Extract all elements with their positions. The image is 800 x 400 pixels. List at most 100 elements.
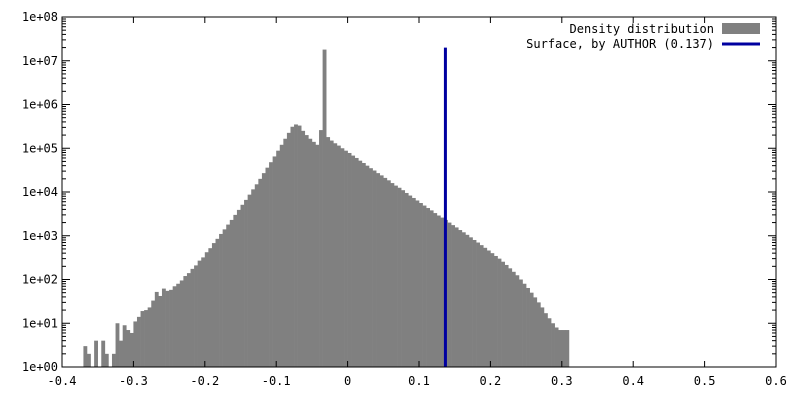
- histogram-bar: [386, 180, 391, 367]
- histogram-bar: [269, 162, 273, 367]
- histogram-bar: [176, 283, 181, 367]
- histogram-bar: [558, 330, 563, 367]
- histogram-bar: [215, 238, 220, 367]
- histogram-bar: [376, 173, 381, 367]
- y-tick-label: 1e+08: [22, 10, 58, 24]
- x-tick-label: 0.5: [694, 374, 716, 388]
- histogram-bar: [244, 199, 248, 367]
- y-tick-label: 1e+07: [22, 54, 58, 68]
- histogram-bar: [504, 264, 509, 367]
- histogram-bar: [119, 340, 123, 367]
- histogram-bar: [129, 332, 134, 367]
- histogram-bar: [236, 209, 241, 367]
- histogram-bar: [308, 138, 313, 367]
- histogram-bar: [461, 232, 466, 367]
- histogram-bar: [265, 167, 270, 367]
- x-tick-label: 0.3: [551, 374, 573, 388]
- histogram-bar: [408, 195, 413, 367]
- histogram-bar: [294, 124, 298, 367]
- legend-swatch-density: [722, 23, 760, 34]
- histogram-bar: [251, 189, 256, 367]
- histogram-bar: [233, 214, 238, 367]
- histogram-bar: [358, 160, 363, 367]
- histogram-bar: [183, 276, 188, 367]
- histogram-bar: [336, 145, 341, 367]
- x-tick-label: -0.4: [48, 374, 77, 388]
- histogram-bar: [379, 175, 384, 367]
- histogram-bar: [247, 194, 252, 367]
- histogram-bar: [447, 222, 452, 367]
- histogram-bar: [261, 173, 266, 367]
- histogram-bar: [301, 130, 306, 367]
- histogram-bar: [344, 150, 348, 367]
- histogram-bar: [315, 144, 320, 367]
- histogram-bar: [411, 197, 416, 367]
- histogram-bar: [322, 49, 327, 367]
- histogram-bar: [397, 187, 402, 367]
- histogram-bar: [219, 233, 223, 367]
- y-tick-label: 1e+01: [22, 316, 58, 330]
- histogram-bar: [354, 157, 359, 367]
- histogram-bar: [483, 247, 488, 367]
- histogram-bar: [561, 330, 566, 367]
- y-tick-label: 1e+03: [22, 229, 58, 243]
- histogram-bar: [543, 313, 548, 367]
- histogram-bar: [311, 141, 316, 367]
- histogram-bar: [179, 280, 184, 367]
- histogram-bar: [254, 184, 259, 367]
- histogram-bar: [340, 148, 345, 367]
- x-tick-label: 0.2: [480, 374, 502, 388]
- histogram-bar: [136, 316, 141, 367]
- histogram-bar: [126, 330, 131, 367]
- histogram-bar: [133, 321, 138, 367]
- histogram-bar: [258, 178, 263, 367]
- histogram-bar: [361, 163, 366, 367]
- x-tick-label: -0.3: [119, 374, 148, 388]
- histogram-bar: [154, 291, 159, 367]
- histogram-bar: [201, 257, 206, 367]
- histogram-bar: [226, 224, 231, 367]
- histogram-bar: [479, 245, 484, 367]
- histogram-bar: [229, 219, 234, 367]
- histogram-bar: [390, 183, 395, 367]
- histogram-bar: [533, 297, 538, 367]
- histogram-bar: [204, 252, 209, 367]
- histogram-bar: [222, 229, 227, 367]
- x-axis-ticks: -0.4 -0.3 -0.2 -0.1 0 0.1 0.2 0.3 0.4 0.5 0.6: [48, 17, 787, 388]
- histogram-bar: [161, 288, 166, 367]
- histogram-bar: [465, 234, 470, 367]
- histogram-bar: [433, 213, 438, 367]
- histogram-bar: [422, 205, 427, 367]
- histogram-bar: [526, 287, 530, 367]
- histogram-bar: [415, 200, 420, 367]
- histogram-bar: [151, 300, 156, 367]
- histogram-bar: [565, 330, 570, 367]
- histogram-bar: [429, 210, 434, 367]
- histogram-bar: [351, 155, 356, 367]
- histogram-bar: [365, 165, 370, 367]
- histogram-bar: [197, 260, 202, 367]
- histogram-bar: [111, 353, 116, 367]
- histogram-bar: [522, 283, 527, 367]
- y-tick-label: 1e+02: [22, 273, 58, 287]
- histogram-bar: [83, 346, 88, 367]
- histogram-bar: [551, 323, 555, 367]
- legend-label-surface: Surface, by AUTHOR (0.137): [526, 37, 714, 51]
- histogram-bar: [508, 268, 513, 367]
- histogram-bar: [369, 168, 373, 367]
- histogram-bar: [186, 273, 191, 367]
- histogram-bar: [451, 225, 455, 367]
- histogram-bar: [240, 204, 245, 367]
- histogram-bar: [490, 253, 495, 367]
- x-tick-label: 0.4: [622, 374, 644, 388]
- y-tick-label: 1e+04: [22, 185, 58, 199]
- histogram-bar: [283, 138, 288, 367]
- y-tick-label: 1e+06: [22, 98, 58, 112]
- histogram-bar: [347, 152, 352, 367]
- y-tick-label: 1e+05: [22, 141, 58, 155]
- x-tick-label: 0.6: [765, 374, 787, 388]
- x-tick-label: -0.2: [190, 374, 219, 388]
- bars-layer: [83, 49, 570, 367]
- histogram-bar: [458, 230, 463, 367]
